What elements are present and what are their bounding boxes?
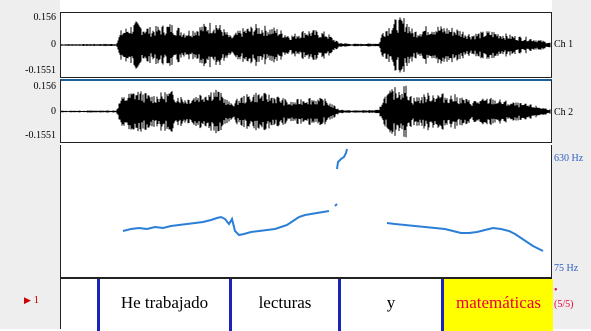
tier-boundary[interactable] — [97, 279, 100, 331]
ch2-max-label: 0.156 — [33, 81, 57, 92]
pitch-contour-svg — [122, 148, 544, 252]
waveform-2-svg — [61, 85, 551, 138]
pitch-contour-2 — [334, 203, 338, 207]
text-tier[interactable]: He trabajado lecturas y matemáticas — [60, 277, 553, 331]
tier-boundary[interactable] — [441, 279, 444, 331]
tier-segment-y[interactable]: y — [386, 293, 396, 312]
right-gutter — [552, 0, 591, 329]
selection-marker: • — [554, 285, 558, 296]
waveform-trace — [61, 85, 551, 138]
pitch-contour-1 — [122, 210, 330, 237]
pitch-contour-4 — [386, 222, 544, 252]
ch1-zero-label: 0 — [51, 39, 56, 50]
tier-number-label: ▶ 1 — [24, 294, 40, 306]
selection-count: (5/5) — [554, 299, 574, 310]
ch2-zero-label: 0 — [51, 106, 56, 117]
pitch-contour-3 — [336, 148, 348, 170]
ch1-channel-label: Ch 1 — [554, 39, 574, 50]
tier-segment-he-trabajado[interactable]: He trabajado — [120, 293, 209, 312]
waveform-channel-2[interactable] — [60, 79, 552, 143]
ch1-min-label: -0.1551 — [25, 65, 56, 76]
tier-segment-lecturas[interactable]: lecturas — [258, 293, 312, 312]
pitch-bottom-label: 75 Hz — [554, 263, 579, 274]
tier-boundary[interactable] — [338, 279, 341, 331]
waveform-channel-1[interactable] — [60, 12, 552, 78]
pitch-panel[interactable] — [60, 145, 552, 277]
tier-boundary[interactable] — [229, 279, 232, 331]
waveform-1-svg — [61, 17, 551, 73]
tier-segment-matematicas-selected[interactable]: matemáticas — [444, 279, 553, 331]
ch1-max-label: 0.156 — [33, 12, 57, 23]
tier-marker-icon: ▶ — [24, 295, 31, 305]
tier-number: 1 — [33, 294, 40, 306]
ch2-channel-label: Ch 2 — [554, 107, 574, 118]
pitch-top-label: 630 Hz — [554, 153, 584, 164]
left-gutter — [0, 0, 60, 329]
ch2-min-label: -0.1551 — [25, 130, 56, 141]
waveform-trace — [61, 17, 551, 73]
